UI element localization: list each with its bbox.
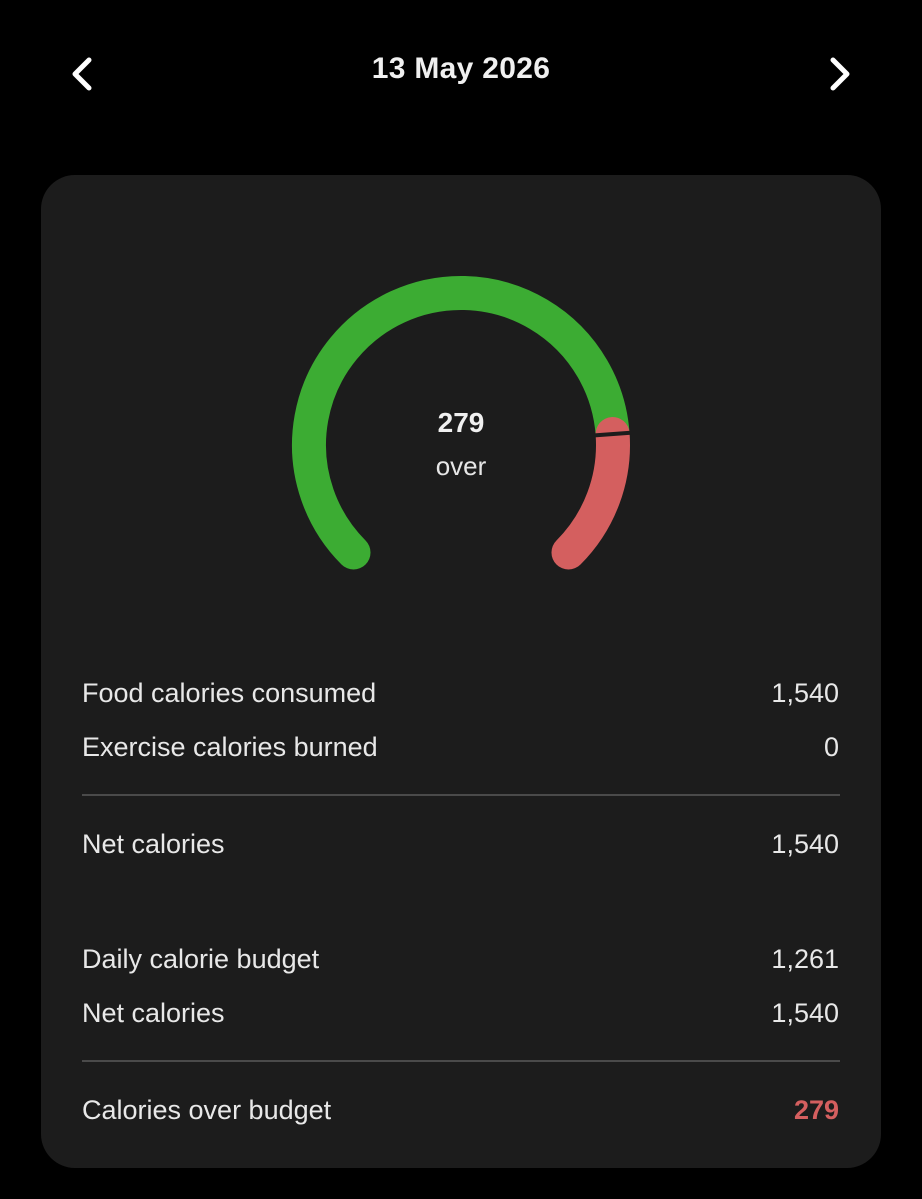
calorie-gauge: 279 over xyxy=(41,175,881,595)
net-calories-row-2: Net calories 1,540 xyxy=(82,993,839,1033)
net-calories-value: 1,540 xyxy=(771,828,839,859)
food-calories-row: Food calories consumed 1,540 xyxy=(82,673,839,713)
next-day-button[interactable] xyxy=(810,44,870,104)
food-calories-value: 1,540 xyxy=(771,677,839,708)
calories-over-label: Calories over budget xyxy=(82,1094,332,1125)
divider-2 xyxy=(82,1060,840,1062)
divider xyxy=(82,794,840,796)
calories-over-value: 279 xyxy=(793,1094,839,1125)
gauge-arc-under-budget xyxy=(292,276,630,570)
gauge-arc xyxy=(292,276,631,570)
calorie-summary-card: 279 over Food calories consumed 1,540 Ex… xyxy=(41,175,881,1168)
daily-budget-value: 1,261 xyxy=(771,943,839,974)
date-header: 13 May 2026 xyxy=(0,0,922,145)
net-calories-label-2: Net calories xyxy=(82,997,225,1028)
exercise-calories-value: 0 xyxy=(823,731,839,762)
exercise-calories-row: Exercise calories burned 0 xyxy=(82,727,839,767)
exercise-calories-label: Exercise calories burned xyxy=(82,731,378,762)
net-calories-label: Net calories xyxy=(82,828,225,859)
gauge-arc-over-budget xyxy=(551,417,630,570)
gauge-value: 279 xyxy=(437,407,485,438)
chevron-left-icon xyxy=(72,57,92,91)
calories-over-row: Calories over budget 279 xyxy=(82,1090,839,1130)
daily-budget-row: Daily calorie budget 1,261 xyxy=(82,939,839,979)
gauge-label: over xyxy=(435,451,487,481)
net-calories-row: Net calories 1,540 xyxy=(82,824,839,864)
chevron-right-icon xyxy=(830,57,850,91)
food-calories-label: Food calories consumed xyxy=(82,677,377,708)
previous-day-button[interactable] xyxy=(52,44,112,104)
daily-budget-label: Daily calorie budget xyxy=(82,943,320,974)
net-calories-value-2: 1,540 xyxy=(771,997,839,1028)
date-title: 13 May 2026 xyxy=(371,52,551,85)
gauge-arc-separator xyxy=(594,430,631,438)
